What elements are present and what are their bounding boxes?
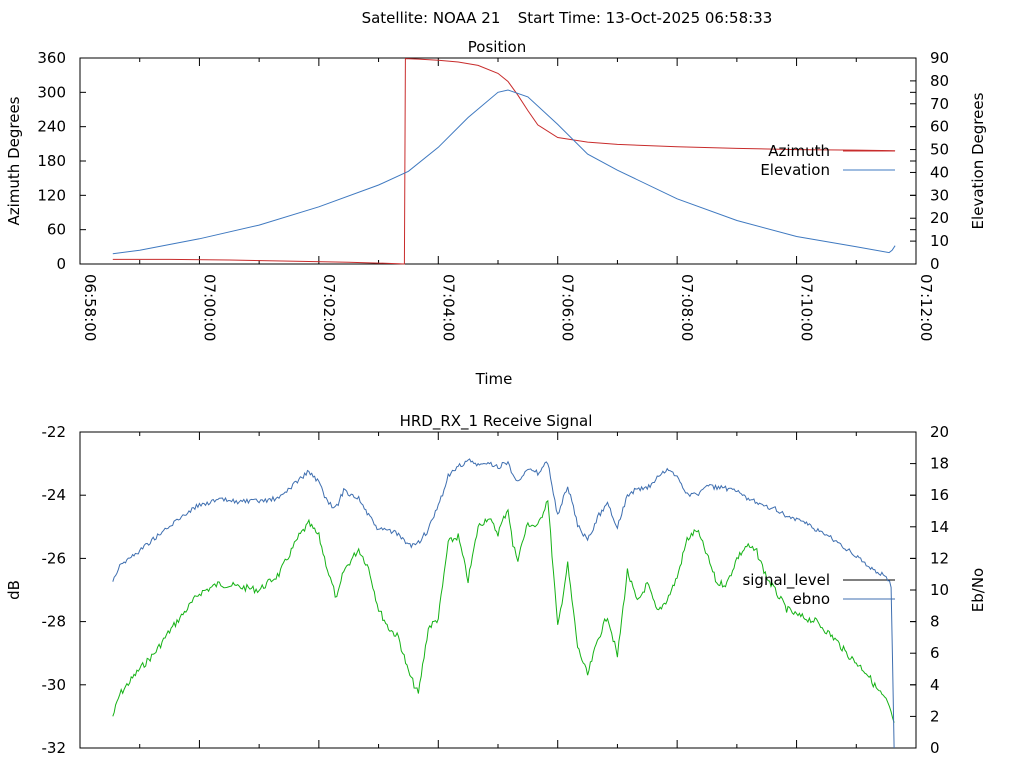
- y2-tick-label: 10: [930, 581, 949, 599]
- y-tick-label: -32: [42, 739, 67, 757]
- x-tick-label: 07:04:00: [439, 274, 457, 341]
- legend-label-ebno: ebno: [793, 590, 830, 608]
- elevation-axis-label: Elevation Degrees: [969, 92, 987, 229]
- y2-tick-label: 2: [930, 707, 940, 725]
- signal-chart-title: HRD_RX_1 Receive Signal: [400, 412, 593, 431]
- y2-tick-label: 90: [930, 49, 949, 67]
- y2-tick-label: 30: [930, 186, 949, 204]
- y-tick-label: 240: [37, 118, 66, 136]
- y-tick-label: 180: [37, 152, 66, 170]
- series-line-azimuth: [112, 58, 896, 265]
- y2-tick-label: 18: [930, 455, 949, 473]
- y-tick-label: 360: [37, 49, 66, 67]
- ebno-axis-label: Eb/No: [969, 568, 987, 612]
- series-line-ebno: [112, 458, 895, 749]
- y2-tick-label: 6: [930, 644, 940, 662]
- x-tick-label: 07:02:00: [320, 274, 338, 341]
- y2-tick-label: 4: [930, 676, 940, 694]
- series-line-elevation: [112, 89, 896, 255]
- y-tick-label: 0: [56, 255, 66, 273]
- y-tick-label: -30: [42, 676, 67, 694]
- x-tick-label: 07:00:00: [200, 274, 218, 341]
- x-tick-label: 07:06:00: [559, 274, 577, 341]
- y-tick-label: -26: [42, 549, 67, 567]
- y2-tick-label: 0: [930, 255, 940, 273]
- position-x-axis-label: Time: [475, 370, 513, 388]
- x-tick-label: 06:58:00: [81, 274, 99, 341]
- position-chart-title: Position: [468, 38, 526, 56]
- azimuth-axis-label: Azimuth Degrees: [5, 96, 23, 225]
- y2-tick-label: 40: [930, 163, 949, 181]
- y2-tick-label: 12: [930, 549, 949, 567]
- y2-tick-label: 80: [930, 72, 949, 90]
- y2-tick-label: 60: [930, 118, 949, 136]
- y-tick-label: -24: [42, 486, 67, 504]
- x-tick-label: 07:10:00: [798, 274, 816, 341]
- satellite-label: Satellite: NOAA 21: [362, 9, 501, 27]
- y2-tick-label: 10: [930, 232, 949, 250]
- y2-tick-label: 50: [930, 141, 949, 159]
- x-tick-label: 07:12:00: [917, 274, 935, 341]
- y-tick-label: 60: [47, 221, 66, 239]
- y-tick-label: -22: [42, 423, 67, 441]
- start-time-label: Start Time: 13-Oct-2025 06:58:33: [518, 9, 773, 27]
- y2-tick-label: 0: [930, 739, 940, 757]
- legend-label-elevation: Elevation: [760, 161, 830, 179]
- legend-label-signal-level: signal_level: [742, 571, 830, 590]
- y2-tick-label: 20: [930, 423, 949, 441]
- series-line-signal-level: [112, 499, 895, 723]
- y2-tick-label: 70: [930, 95, 949, 113]
- db-axis-label: dB: [5, 580, 23, 600]
- y2-tick-label: 8: [930, 613, 940, 631]
- y2-tick-label: 14: [930, 518, 949, 536]
- x-tick-label: 07:08:00: [678, 274, 696, 341]
- y-tick-label: 120: [37, 186, 66, 204]
- y2-tick-label: 16: [930, 486, 949, 504]
- y2-tick-label: 20: [930, 209, 949, 227]
- y-tick-label: 300: [37, 83, 66, 101]
- y-tick-label: -28: [42, 613, 67, 631]
- legend-label-azimuth: Azimuth: [768, 142, 830, 160]
